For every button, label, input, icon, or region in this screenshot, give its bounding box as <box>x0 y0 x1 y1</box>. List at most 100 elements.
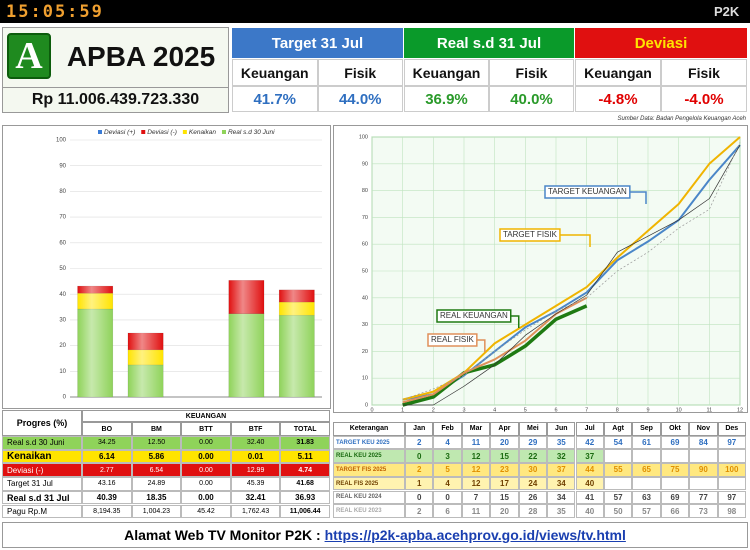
table-cell: 0.00 <box>181 436 231 450</box>
y-tick-label: 10 <box>59 369 66 375</box>
group-label: Keuangan <box>232 59 318 86</box>
bar-shine <box>127 349 164 365</box>
table-cell: 98 <box>717 504 746 518</box>
x-tick-label: 10 <box>676 407 682 413</box>
table-cell: 40 <box>575 504 604 518</box>
y-tick-label: 90 <box>59 163 66 169</box>
x-tick-label: 2 <box>432 407 435 413</box>
legend-swatch <box>98 130 102 134</box>
y-tick-label: 20 <box>362 349 368 355</box>
group-title: Real s.d 31 Jul <box>404 28 574 58</box>
table-cell: 57 <box>632 504 661 518</box>
table-cell: 0.00 <box>181 477 231 491</box>
y-tick-label: 30 <box>59 317 66 323</box>
annotation: REAL KEUANGAN <box>440 311 508 320</box>
table-column: BTF <box>230 422 281 436</box>
table-column: Des <box>717 422 746 436</box>
table-cell: 7 <box>461 490 491 505</box>
y-tick-label: 70 <box>59 215 66 221</box>
table-column: Apr <box>490 422 519 436</box>
table-cell: 40 <box>575 476 604 491</box>
table-cell: 32.41 <box>230 490 281 505</box>
table-cell: 0.00 <box>181 490 231 505</box>
group-label: Fisik <box>661 59 747 86</box>
group-value: 44.0% <box>317 86 403 112</box>
table-column: Mar <box>461 422 491 436</box>
y-tick-label: 0 <box>63 395 67 401</box>
table-row-label: Real s.d 31 Jul <box>2 490 82 505</box>
table-cell: 44 <box>575 463 604 477</box>
x-tick-label: 8 <box>616 407 619 413</box>
table-cell <box>603 476 633 491</box>
table-cell: 4 <box>433 476 462 491</box>
title: APBA 2025 <box>66 41 216 72</box>
table-column: TOTAL <box>280 422 330 436</box>
legend-swatch <box>221 130 226 134</box>
table-row-label: Target 31 Jul <box>2 477 82 491</box>
table-cell: 55 <box>603 463 633 477</box>
group-title: Target 31 Jul <box>232 28 403 58</box>
y-tick-label: 100 <box>56 138 67 144</box>
table-cell <box>632 449 661 464</box>
table-cell: 34.25 <box>82 436 132 450</box>
x-tick-label: 9 <box>646 407 649 413</box>
line-series <box>402 142 741 400</box>
x-tick-label: 1 <box>401 407 404 413</box>
table-cell: 97 <box>717 435 746 450</box>
bar-panel <box>2 125 331 409</box>
legend-label: Kenaikan <box>189 129 216 136</box>
table-cell: 4 <box>433 435 462 450</box>
table-cell: 6 <box>433 504 462 518</box>
table-cell: 75 <box>660 463 690 477</box>
table-header: Progres (%) <box>2 410 82 436</box>
table-cell: 4.74 <box>280 463 330 478</box>
line-series <box>402 144 741 406</box>
y-tick-label: 90 <box>362 161 368 167</box>
x-tick-label: 6 <box>554 407 557 413</box>
table-cell: 54 <box>603 435 633 450</box>
table-cell <box>717 449 746 464</box>
table-cell <box>603 449 633 464</box>
table-cell: 69 <box>660 490 690 505</box>
group-value: -4.8% <box>575 86 661 112</box>
table-column: Agt <box>603 422 633 436</box>
y-tick-label: 0 <box>365 402 368 408</box>
x-tick-label: 12 <box>737 407 743 413</box>
table-column: Okt <box>660 422 690 436</box>
table-cell: 42 <box>575 435 604 450</box>
table-cell: 11 <box>461 435 491 450</box>
table-cell: 15 <box>490 490 519 505</box>
footer-url[interactable]: https://p2k-apba.acehprov.go.id/views/tv… <box>324 527 626 543</box>
y-tick-label: 20 <box>59 343 66 349</box>
annotation: REAL FISIK <box>431 335 474 344</box>
group-title: Deviasi <box>575 28 747 58</box>
table-cell <box>660 449 690 464</box>
table-cell: 3 <box>433 449 462 464</box>
table-cell: 20 <box>490 504 519 518</box>
table-row-label: Pagu Rp.M <box>2 504 82 519</box>
table-cell: 100 <box>717 463 746 477</box>
table-cell: 0.01 <box>230 449 281 464</box>
table-cell: 15 <box>490 449 519 464</box>
table-row-label: REAL FIS 2025 <box>333 476 405 491</box>
table-row-label: REAL KEU 2023 <box>333 504 405 518</box>
table-cell: 20 <box>490 435 519 450</box>
y-tick-label: 40 <box>362 295 368 301</box>
table-cell: 37 <box>575 449 604 464</box>
table-cell: 84 <box>689 435 718 450</box>
table-cell: 40.39 <box>82 490 132 505</box>
table-cell: 2 <box>405 463 434 477</box>
table-cell: 8,194.35 <box>82 504 132 519</box>
clock: 15:05:59 <box>6 1 104 22</box>
bar-shine <box>127 333 164 350</box>
bar-shine <box>228 280 265 314</box>
table-cell: 50 <box>603 504 633 518</box>
group-label: Keuangan <box>404 59 489 86</box>
annotation: TARGET KEUANGAN <box>548 187 627 196</box>
group-label: Fisik <box>489 59 574 86</box>
group-label: Keuangan <box>575 59 661 86</box>
table-cell: 2 <box>405 435 434 450</box>
table-cell: 11 <box>461 504 491 518</box>
